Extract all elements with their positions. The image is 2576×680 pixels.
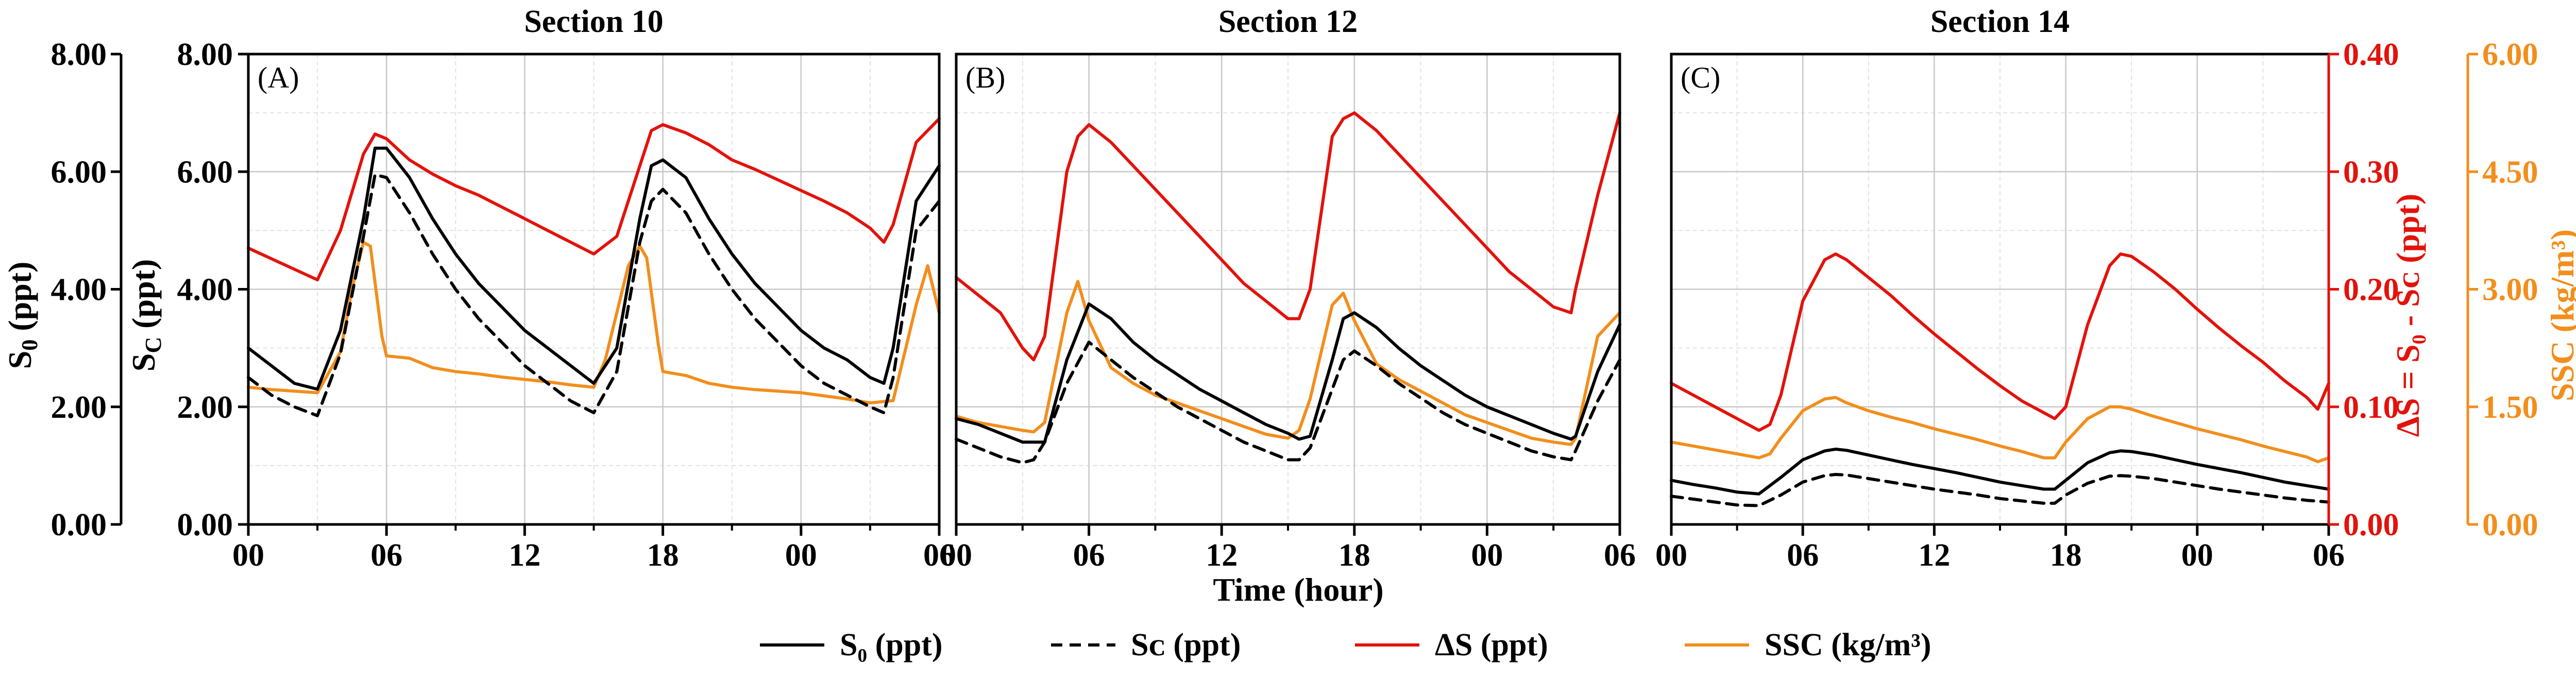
legend-label: SSC (kg/m³)	[1765, 627, 1931, 662]
panel-label: (C)	[1681, 61, 1720, 94]
panel-label: (B)	[965, 61, 1005, 94]
delta-s-tick-label: 0.20	[2343, 273, 2399, 308]
delta-s-tick-label: 0.10	[2343, 390, 2399, 425]
delta-s-line	[247, 117, 941, 282]
delta-s-tick-label: 0.40	[2343, 37, 2399, 72]
x-tick-label: 00	[232, 538, 264, 573]
right-delta-s-axis-title: ΔS = S₀ - Sᴄ (ppt)	[2389, 194, 2426, 437]
x-tick-label: 00	[940, 538, 972, 573]
outer-y-tick-label: 2.00	[51, 390, 107, 425]
x-tick-label: 00	[785, 538, 817, 573]
legend: S₀ (ppt) Sᴄ (ppt) ΔS (ppt) SSC (kg/m³)	[760, 627, 1931, 662]
x-tick-label: 00	[1655, 538, 1687, 573]
x-tick-label: 06	[370, 538, 402, 573]
x-tick-label: 06	[923, 538, 955, 573]
ssc-line	[955, 280, 1621, 446]
inner-y-tick-label: 6.00	[177, 155, 233, 190]
inner-y-tick-label: 4.00	[177, 273, 233, 308]
ssc-tick-label: 3.00	[2482, 273, 2538, 308]
x-tick-label: 06	[1073, 538, 1105, 573]
x-tick-label: 12	[509, 538, 540, 573]
s0-line	[955, 302, 1621, 444]
outer-y-tick-label: 0.00	[51, 507, 107, 542]
inner-y-tick-label: 8.00	[177, 37, 233, 72]
ssc-tick-label: 0.00	[2482, 507, 2538, 542]
panel-title: Section 12	[1218, 4, 1358, 39]
delta-s-line	[1670, 252, 2330, 432]
sc-line	[955, 341, 1621, 465]
left-outer-y-axis: 0.00 2.00 4.00 6.00 8.00	[51, 37, 123, 542]
delta-s-line	[955, 111, 1621, 362]
right-ssc-axis: 0.00 1.50 3.00 4.50 6.00	[2466, 37, 2538, 542]
left-outer-y-axis-title: S0 (ppt)	[2, 262, 42, 369]
x-tick-label: 12	[1206, 538, 1238, 573]
legend-label: Sᴄ (ppt)	[1131, 627, 1241, 662]
ssc-tick-label: 4.50	[2482, 155, 2538, 190]
delta-s-tick-label: 0.30	[2343, 155, 2399, 190]
legend-label: S₀ (ppt)	[840, 627, 942, 662]
inner-y-tick-label: 0.00	[177, 507, 233, 542]
panel-title: Section 10	[524, 4, 663, 39]
left-inner-y-axis-title: SC (ppt)	[125, 259, 166, 372]
panel-3: 00 06 12 18 00 06 Section 14 (C)	[1655, 4, 2345, 573]
x-tick-label: 18	[647, 538, 679, 573]
ssc-tick-label: 1.50	[2482, 390, 2538, 425]
ssc-line	[1670, 396, 2330, 464]
outer-y-tick-label: 4.00	[51, 273, 107, 308]
ssc-tick-label: 6.00	[2482, 37, 2538, 72]
s0-line	[1670, 447, 2330, 496]
outer-y-tick-label: 6.00	[51, 155, 107, 190]
x-tick-label: 06	[2313, 538, 2345, 573]
x-tick-label: 18	[1338, 538, 1370, 573]
right-ssc-axis-title: SSC (kg/m³)	[2544, 229, 2576, 401]
right-delta-s-axis: 0.00 0.10 0.20 0.30 0.40	[2327, 37, 2399, 542]
x-tick-label: 06	[1604, 538, 1636, 573]
x-tick-label: 00	[2181, 538, 2213, 573]
inner-y-tick-label: 2.00	[177, 390, 233, 425]
panel-2: 00 06 12 18 00 06 Section 12 (B)	[940, 4, 1636, 573]
x-tick-label: 18	[2050, 538, 2082, 573]
panel-label: (A)	[258, 61, 299, 94]
x-tick-label: 12	[1918, 538, 1950, 573]
ssc-line	[247, 241, 941, 405]
outer-y-tick-label: 8.00	[51, 37, 107, 72]
legend-label: ΔS (ppt)	[1435, 627, 1548, 662]
x-tick-label: 00	[1471, 538, 1503, 573]
delta-s-tick-label: 0.00	[2343, 507, 2399, 542]
sc-line	[247, 173, 941, 417]
x-tick-label: 06	[1787, 538, 1819, 573]
panel-title: Section 14	[1930, 4, 2070, 39]
s0-line	[247, 146, 941, 391]
x-axis-title: Time (hour)	[1213, 571, 1383, 608]
panel-1: 00 06 12 18 00 06 Section 10 (A) 0.00 2.00 4.00 6.0…	[177, 4, 956, 573]
